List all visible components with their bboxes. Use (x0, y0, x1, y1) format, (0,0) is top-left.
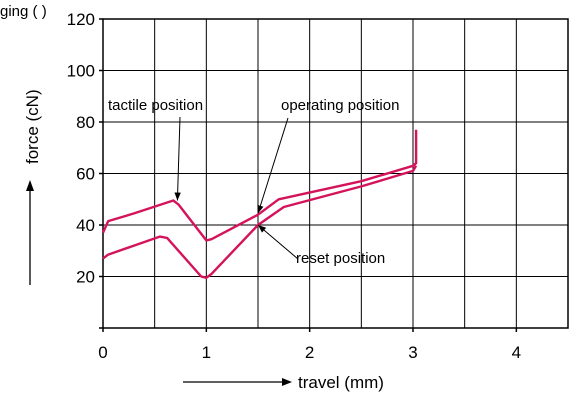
y-tick-label: 80 (76, 113, 95, 132)
y-tick-label: 20 (76, 268, 95, 287)
annotation-operating-arrowhead (257, 204, 264, 214)
annotation-reset-position: reset position (296, 250, 385, 267)
y-tick-label: 40 (76, 216, 95, 235)
annotation-tactile-leader (176, 116, 181, 201)
annotation-tactile-position: tactile position (108, 97, 203, 114)
y-tick-label: 60 (76, 165, 95, 184)
y-tick-label: 100 (67, 62, 95, 81)
y-axis-label: force (cN) (23, 89, 42, 164)
annotation-operating-position: operating position (281, 97, 399, 114)
series-line-2 (102, 165, 418, 279)
x-tick-labels: 0 1 2 3 4 (98, 343, 521, 362)
x-axis-label: travel (mm) (298, 373, 384, 392)
annotation-operating-leader (257, 117, 289, 214)
x-tick-label: 4 (512, 343, 521, 362)
x-axis-arrowhead (282, 378, 292, 386)
series-line-1 (101, 129, 418, 242)
grid (103, 19, 568, 328)
series-group (101, 129, 418, 279)
annotations: tactile position operating position reset … (108, 97, 399, 267)
y-axis-arrowhead (26, 180, 34, 191)
annotation-reset-arrowhead (258, 225, 267, 233)
x-tick-label: 3 (408, 343, 417, 362)
y-tick-label: 120 (67, 10, 95, 29)
x-tick-label: 0 (98, 343, 107, 362)
x-tick-label: 1 (202, 343, 211, 362)
x-tick-label: 2 (305, 343, 314, 362)
y-tick-labels: 20 40 60 80 100 120 (67, 10, 95, 287)
annotation-tactile-arrowhead (174, 192, 181, 201)
plot-frame (99, 18, 569, 332)
annotation-reset-leader (257, 224, 299, 260)
caption-text: ging ( ) (0, 3, 47, 20)
